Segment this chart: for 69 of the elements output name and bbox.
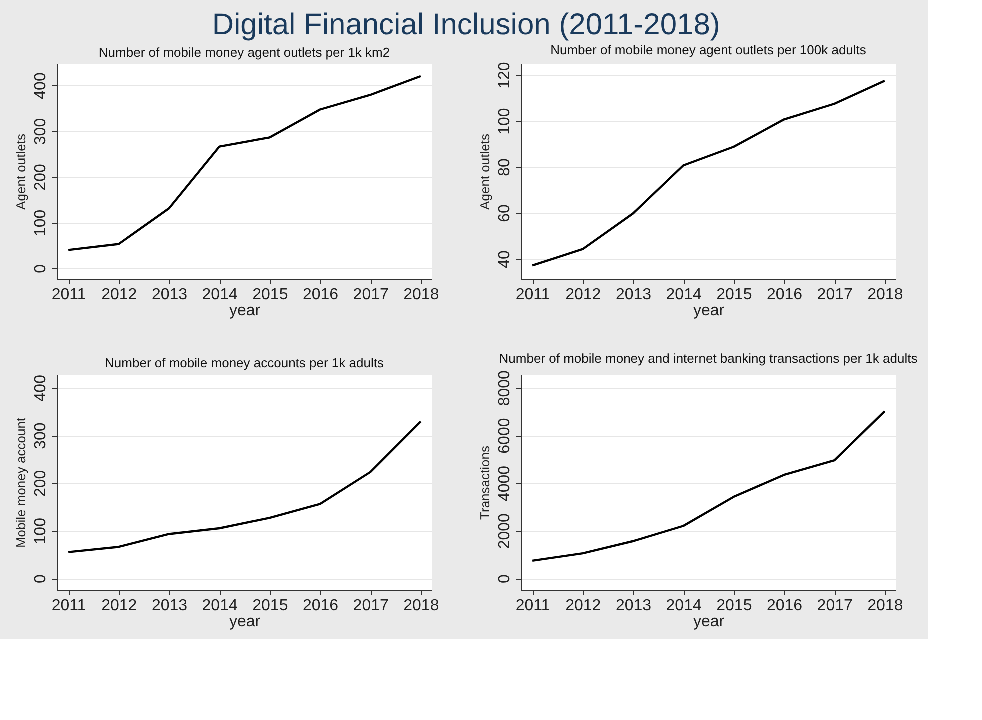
x-tick-label: 2013: [152, 286, 188, 304]
x-tick-label: 2015: [716, 286, 752, 304]
y-tick-label: 100: [32, 210, 50, 237]
x-tick-label: 2014: [202, 598, 238, 614]
x-tick-label: 2017: [353, 598, 389, 614]
y-tick-label: 2000: [496, 513, 514, 550]
x-tick-label: 2017: [817, 286, 853, 304]
x-tick-label: 2011: [52, 598, 86, 614]
x-axis-title: year: [693, 302, 726, 320]
x-tick-label: 2018: [404, 286, 440, 304]
x-tick-label: 2016: [302, 598, 339, 614]
x-tick-label: 2018: [868, 286, 904, 304]
y-tick-label: 60: [496, 204, 514, 222]
x-tick-label: 2013: [616, 598, 652, 614]
x-tick-label: 2014: [666, 286, 702, 304]
y-axis-title: Mobile money account: [14, 418, 28, 548]
x-tick-label: 2018: [868, 598, 904, 614]
y-tick-label: 0: [32, 574, 50, 584]
x-tick-label: 2012: [102, 286, 138, 304]
line-series: [67, 75, 422, 252]
y-tick-label: 40: [496, 250, 514, 268]
x-tick-label: 2013: [152, 598, 188, 614]
y-tick-label: 100: [496, 108, 514, 135]
line-series: [531, 410, 886, 562]
y-tick-label: 6000: [496, 418, 514, 454]
text: Digital Financial Inclusion (2011-2018): [212, 8, 720, 42]
x-tick-label: 2015: [252, 598, 288, 614]
chart-title: Number of mobile money agent outlets per 100k adults: [550, 42, 867, 58]
x-tick-label: 2015: [252, 286, 288, 304]
line-series: [67, 420, 422, 554]
y-tick-label: 80: [496, 158, 514, 176]
chart-title: Number of mobile money accounts per 1k adults: [105, 356, 384, 371]
y-tick-label: 120: [496, 62, 514, 89]
y-axis-title: Transactions: [478, 446, 492, 520]
x-tick-label: 2016: [766, 598, 803, 614]
x-tick-label: 2012: [566, 286, 602, 304]
y-tick-label: 300: [32, 118, 50, 146]
y-tick-label: 0: [496, 574, 514, 584]
x-tick-label: 2015: [716, 598, 752, 614]
y-tick-label: 4000: [496, 466, 514, 502]
y-tick-label: 200: [32, 470, 50, 498]
y-tick-label: 300: [32, 422, 50, 450]
x-axis-title: year: [229, 614, 262, 630]
y-tick-label: 400: [32, 374, 50, 402]
x-tick-label: 2014: [202, 286, 238, 304]
chart-title: Number of mobile money and internet banking transactions per 1k adults: [499, 351, 918, 366]
x-tick-label: 2014: [666, 598, 702, 614]
x-tick-label: 2011: [516, 286, 550, 304]
x-tick-label: 2016: [766, 286, 803, 304]
chart-title: Number of mobile money agent outlets per 1k km2: [98, 45, 390, 60]
y-tick-label: 400: [32, 72, 50, 100]
x-tick-label: 2017: [817, 598, 853, 614]
x-tick-label: 2017: [353, 286, 389, 304]
x-axis-title: year: [229, 302, 262, 320]
x-tick-label: 2016: [302, 286, 339, 304]
y-tick-label: 8000: [496, 370, 514, 406]
x-tick-label: 2013: [616, 286, 652, 304]
y-axis-title: Agent outlets: [478, 134, 492, 210]
x-axis-title: year: [693, 614, 726, 630]
y-tick-label: 0: [32, 264, 50, 274]
x-tick-label: 2011: [516, 598, 550, 614]
line-series: [531, 80, 886, 267]
x-tick-label: 2012: [566, 598, 602, 614]
x-tick-label: 2011: [52, 286, 86, 304]
x-tick-label: 2018: [404, 598, 440, 614]
x-tick-label: 2012: [102, 598, 138, 614]
y-axis-title: Agent outlets: [14, 134, 28, 210]
y-tick-label: 200: [32, 164, 50, 191]
y-tick-label: 100: [32, 518, 50, 545]
